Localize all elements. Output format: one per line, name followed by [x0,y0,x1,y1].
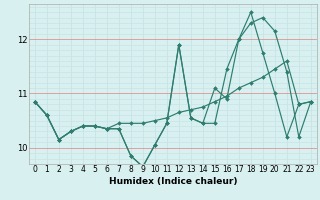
X-axis label: Humidex (Indice chaleur): Humidex (Indice chaleur) [108,177,237,186]
